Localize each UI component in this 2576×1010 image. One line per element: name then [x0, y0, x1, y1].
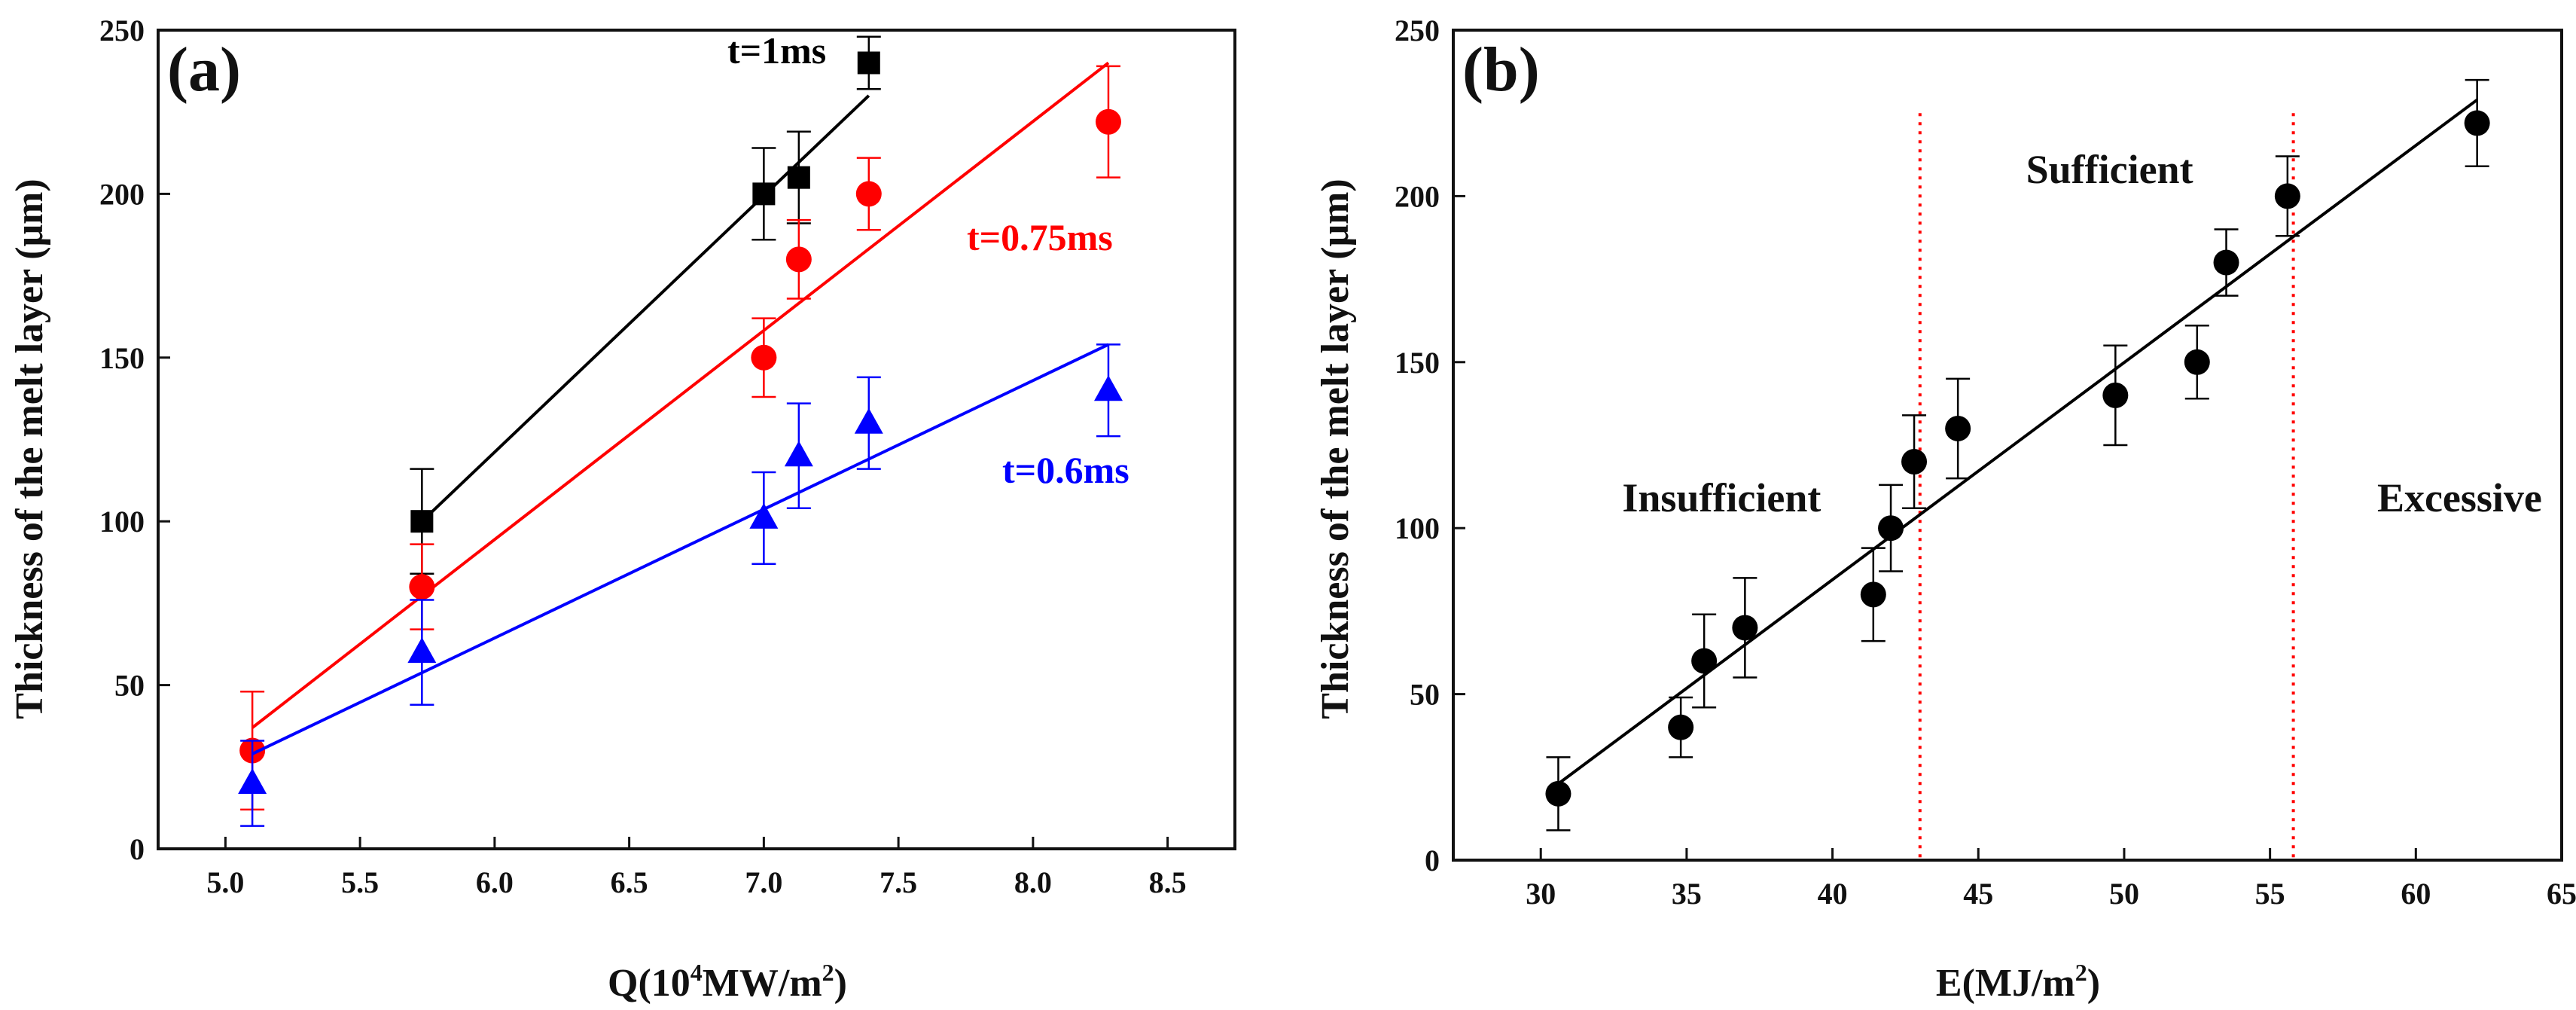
data-point-t-0-6ms — [238, 768, 267, 795]
data-point-data — [1901, 449, 1928, 475]
data-point-data — [2464, 110, 2490, 136]
panel-b-x-tick-label: 35 — [1672, 877, 1702, 911]
panel-b-x-axis-label: E(MJ/m2) — [1936, 959, 2100, 1005]
panel-b-x-tick-label: 65 — [2547, 877, 2576, 911]
data-point-data — [1945, 415, 1971, 441]
data-point-t-0-6ms — [1093, 375, 1123, 401]
panel-b-chart: 30 35 40 45 50 55 60 65 0 50 100 150 200 250 Insuffic… — [1314, 14, 2576, 1005]
panel-a-x-tick-label: 5.0 — [206, 865, 244, 899]
panel-a-x-tick-label: 7.0 — [745, 865, 782, 899]
panel-b-y-tick-label: 200 — [1395, 179, 1440, 213]
panel-a-y-tick-label: 100 — [99, 505, 145, 539]
series-label-t1ms: t=1ms — [727, 29, 826, 72]
data-point-data — [1732, 615, 1758, 641]
data-point-t-1ms — [857, 51, 880, 75]
data-point-t-0-75ms — [751, 344, 777, 371]
data-point-t-0-75ms — [785, 246, 812, 273]
panel-b-y-tick-label: 250 — [1395, 14, 1440, 47]
data-point-t-0-6ms — [407, 637, 437, 664]
panel-b-x-tick-label: 40 — [1818, 877, 1848, 911]
panel-a-x-axis-label: Q(104MW/m2) — [608, 959, 847, 1005]
data-point-t-0-75ms — [409, 574, 435, 600]
panel-a-x-tick-label: 8.0 — [1014, 865, 1052, 899]
region-label-excessive: Excessive — [2377, 475, 2542, 520]
panel-b-x-tick-label: 55 — [2255, 877, 2285, 911]
panel-b-x-tick-label: 60 — [2401, 877, 2431, 911]
panel-a-x-tick-label: 5.5 — [341, 865, 379, 899]
data-point-data — [1545, 780, 1572, 807]
panel-b-x-tick-label: 45 — [1963, 877, 1993, 911]
panel-a-label: (a) — [167, 35, 241, 105]
region-label-insufficient: Insufficient — [1622, 475, 1821, 520]
fit-line-t-0-75ms — [251, 61, 1110, 729]
panel-a-frame — [157, 29, 1236, 850]
data-point-t-1ms — [787, 166, 810, 189]
data-point-t-0-75ms — [1095, 108, 1121, 135]
panel-a-x-tick-label: 8.5 — [1149, 865, 1187, 899]
panel-a-y-tick-label: 150 — [99, 341, 145, 375]
data-point-data — [2102, 382, 2129, 408]
data-point-data — [1668, 714, 1694, 740]
panel-b-label: (b) — [1462, 35, 1540, 105]
panel-a-chart: 5.0 5.5 6.0 6.5 7.0 7.5 8.0 8.5050100150200250 … — [8, 14, 1236, 1005]
series-label-t06ms: t=0.6ms — [1002, 449, 1129, 491]
panel-b-frame — [1452, 29, 2563, 862]
panel-b-x-tick-label: 50 — [2109, 877, 2139, 911]
panel-a-y-tick-label: 200 — [99, 177, 145, 211]
data-point-data — [1878, 515, 1904, 542]
panel-a-x-tick-label: 7.5 — [879, 865, 917, 899]
panel-b-y-tick-label: 50 — [1410, 678, 1440, 712]
data-point-t-0-75ms — [855, 181, 882, 207]
data-point-t-1ms — [752, 182, 776, 206]
data-point-data — [2213, 249, 2239, 276]
data-point-t-0-6ms — [749, 502, 779, 529]
panel-a-x-tick-label: 6.0 — [476, 865, 514, 899]
data-point-data — [2184, 349, 2210, 375]
region-label-sufficient: Sufficient — [2026, 147, 2193, 192]
panel-b-x-tick-label: 30 — [1526, 877, 1556, 911]
panel-a-y-tick-label: 250 — [99, 14, 145, 47]
data-point-t-1ms — [410, 510, 434, 533]
data-point-t-0-6ms — [854, 407, 883, 434]
data-point-data — [1860, 581, 1886, 608]
data-point-data — [2274, 183, 2300, 209]
panel-a-x-tick-label: 6.5 — [611, 865, 648, 899]
panel-a-y-axis-label: Thickness of the melt layer (μm) — [8, 179, 51, 719]
fit-line-data — [1557, 98, 2478, 786]
panel-b-y-tick-label: 100 — [1395, 511, 1440, 545]
fit-line-t-0-6ms — [252, 343, 1109, 755]
data-point-data — [1691, 648, 1718, 674]
panel-a-y-tick-label: 0 — [130, 832, 145, 866]
panel-a-y-tick-label: 50 — [114, 669, 145, 703]
data-point-t-0-6ms — [784, 441, 813, 467]
series-label-t075ms: t=0.75ms — [967, 216, 1113, 258]
panel-b-y-tick-label: 150 — [1395, 346, 1440, 380]
panel-b-y-axis-label: Thickness of the melt layer (μm) — [1314, 179, 1357, 719]
panel-b-y-tick-label: 0 — [1425, 844, 1440, 877]
